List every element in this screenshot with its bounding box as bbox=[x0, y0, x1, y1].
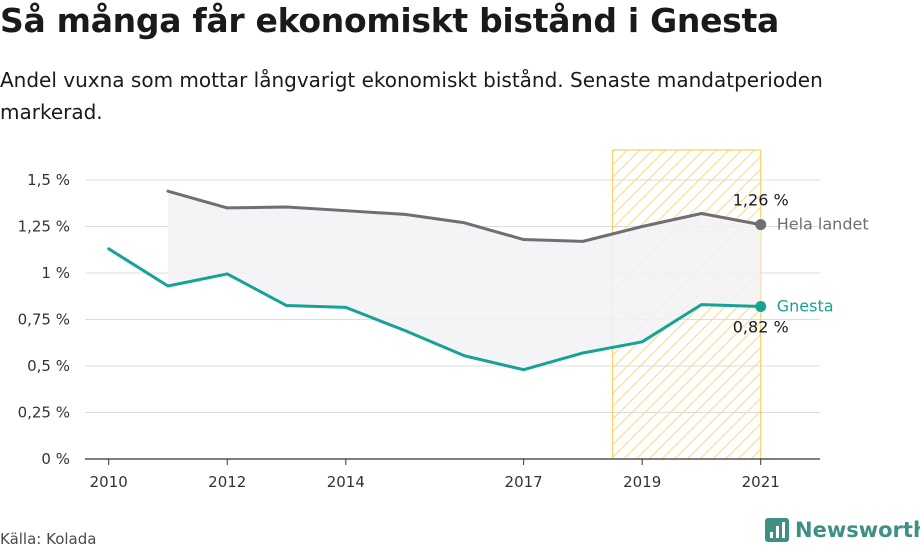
y-tick-label: 1,5 % bbox=[27, 171, 70, 189]
series-line-gnesta bbox=[107, 247, 763, 372]
series-lines bbox=[107, 189, 767, 372]
y-tick-label: 1,25 % bbox=[18, 218, 70, 236]
gap-area bbox=[167, 191, 761, 370]
x-tick-label: 2012 bbox=[208, 473, 246, 491]
y-tick-label: 0,75 % bbox=[18, 311, 70, 329]
x-tick-label: 2014 bbox=[327, 473, 365, 491]
x-tick-label: 2019 bbox=[623, 473, 661, 491]
chart-subtitle: Andel vuxna som mottar långvarigt ekonom… bbox=[0, 68, 823, 124]
brand-name: Newsworthy bbox=[795, 518, 920, 542]
gap-fill bbox=[167, 191, 761, 370]
series-labels: Hela landet 1,26 % Gnesta 0,82 % bbox=[733, 191, 869, 337]
page-title: Så många får ekonomiskt bistånd i Gnesta bbox=[0, 1, 779, 40]
x-tick-label: 2010 bbox=[90, 473, 128, 491]
series-end-marker-national bbox=[755, 219, 767, 231]
axes: 0 % 0,25 % 0,5 % 0,75 % 1 % 1,25 % 1,5 % 2010 20… bbox=[18, 171, 820, 491]
series-end-marker-gnesta bbox=[755, 300, 767, 312]
bar-chart-icon bbox=[765, 518, 789, 542]
y-tick-label: 0,5 % bbox=[27, 357, 70, 375]
series-name-national: Hela landet bbox=[777, 215, 869, 234]
y-tick-label: 1 % bbox=[41, 264, 70, 282]
series-name-gnesta: Gnesta bbox=[777, 296, 834, 315]
series-line-national bbox=[166, 189, 763, 243]
x-tick-label: 2017 bbox=[505, 473, 543, 491]
y-tick-label: 0 % bbox=[41, 450, 70, 468]
x-tick-label: 2021 bbox=[742, 473, 780, 491]
y-tick-label: 0,25 % bbox=[18, 404, 70, 422]
data-label-national: 1,26 % bbox=[733, 191, 789, 210]
data-label-gnesta: 0,82 % bbox=[733, 317, 789, 336]
newsworthy-logo[interactable]: Newsworthy bbox=[765, 518, 920, 542]
source-note: Källa: Kolada bbox=[0, 530, 97, 548]
